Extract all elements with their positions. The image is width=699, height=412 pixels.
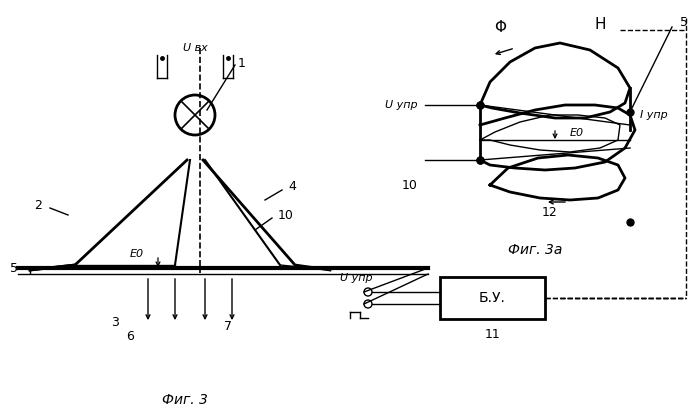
Text: E0: E0 [130, 249, 144, 259]
Text: 5: 5 [10, 262, 18, 276]
Text: 10: 10 [402, 178, 418, 192]
Text: I упр: I упр [640, 110, 668, 120]
Text: 2: 2 [34, 199, 42, 211]
Text: Б.У.: Б.У. [479, 291, 506, 305]
Text: 1: 1 [238, 56, 246, 70]
Text: Фиг. 3а: Фиг. 3а [507, 243, 562, 257]
Text: 12: 12 [542, 206, 558, 218]
Text: 4: 4 [288, 180, 296, 192]
Text: 6: 6 [126, 330, 134, 342]
Bar [440, 277, 545, 319]
Text: U упр: U упр [340, 273, 373, 283]
Text: U вх: U вх [182, 43, 208, 53]
Text: 7: 7 [224, 319, 232, 332]
Text: 11: 11 [484, 328, 500, 340]
Text: U упр: U упр [385, 100, 418, 110]
Text: 3: 3 [111, 316, 119, 330]
Text: H: H [594, 16, 606, 31]
Text: 10: 10 [278, 208, 294, 222]
Text: 5: 5 [680, 16, 688, 28]
Text: E0: E0 [570, 128, 584, 138]
Text: Фиг. 3: Фиг. 3 [162, 393, 208, 407]
Text: Φ: Φ [494, 19, 506, 35]
